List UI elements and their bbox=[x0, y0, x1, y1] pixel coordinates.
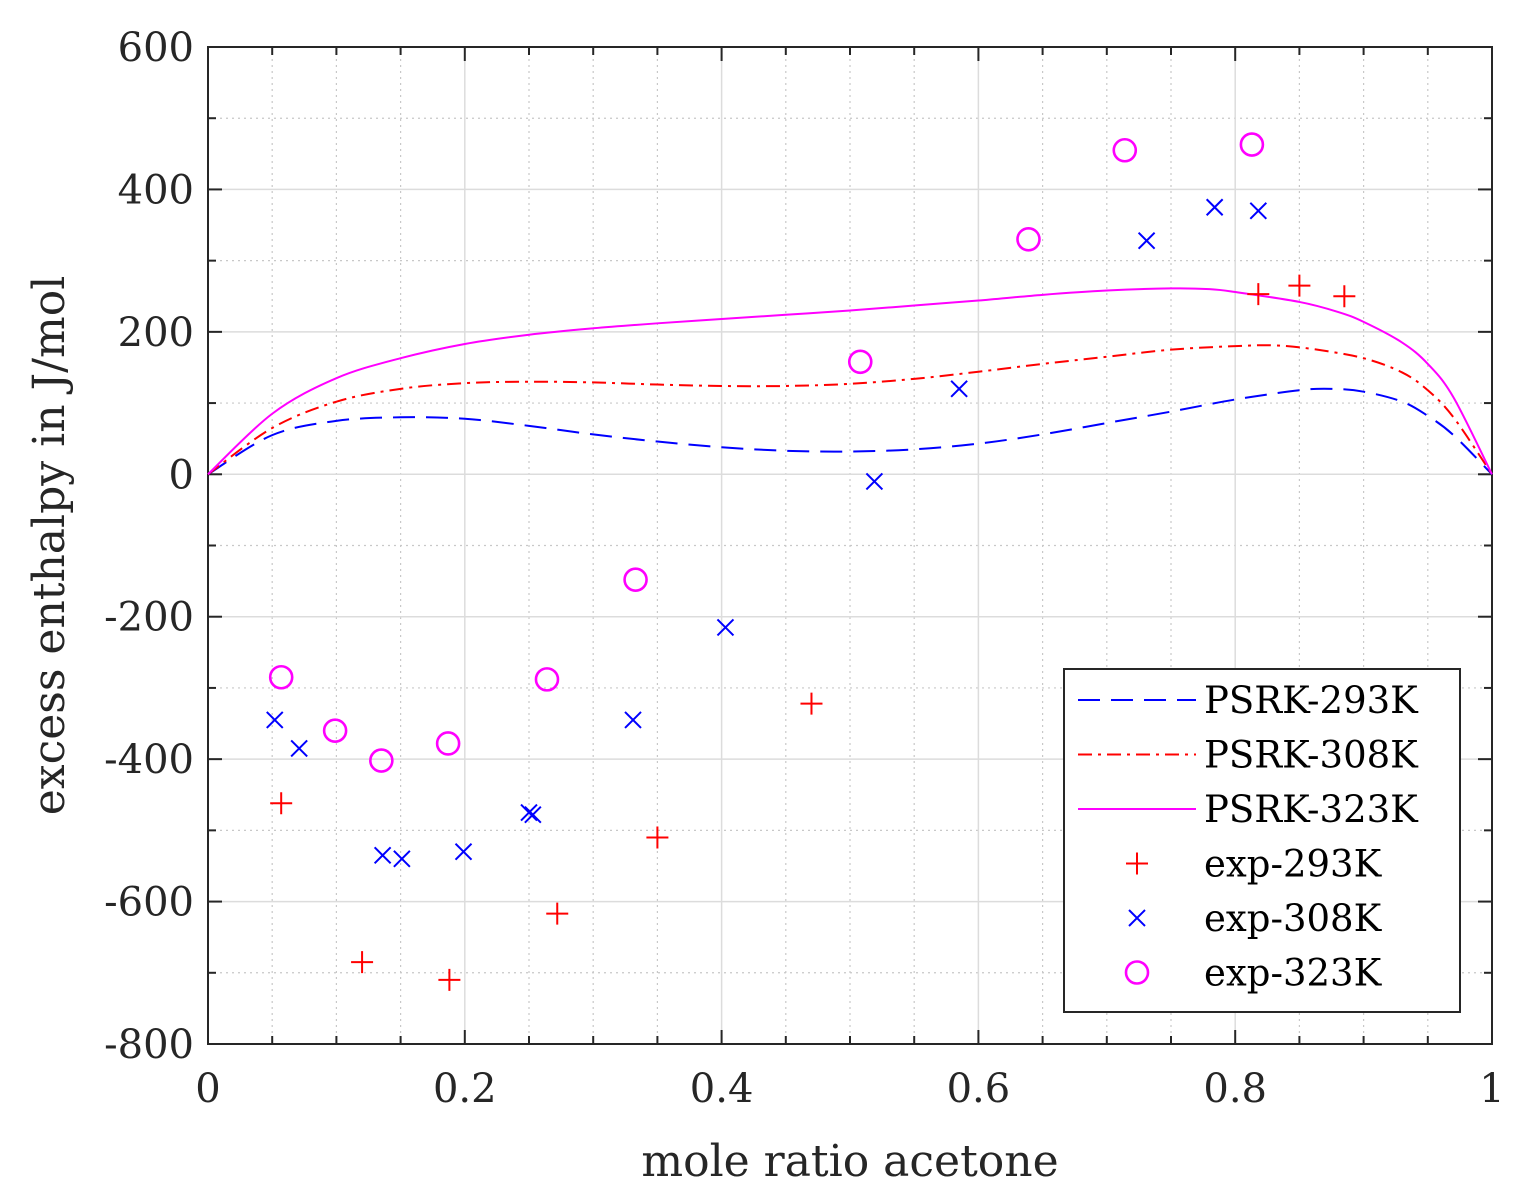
data-point-exp-293k bbox=[1288, 274, 1311, 297]
legend-box bbox=[1063, 668, 1461, 1013]
legend-swatch-exp-308k bbox=[1128, 909, 1146, 927]
data-point-exp-293k bbox=[438, 968, 461, 991]
axis-ticks bbox=[207, 46, 1493, 1045]
data-point-exp-293k bbox=[800, 692, 823, 715]
data-point-exp-308k bbox=[716, 618, 735, 637]
legend-label-psrk-293k: PSRK-293K bbox=[1204, 679, 1419, 722]
y-tick-labels: -800 -600 -400 -200 0 200 400 600 bbox=[104, 25, 194, 1068]
data-point-exp-293k bbox=[1247, 283, 1270, 306]
legend-label-psrk-308k: PSRK-308K bbox=[1204, 734, 1419, 777]
data-point-exp-293k bbox=[546, 902, 569, 925]
series-line-psrk-293k bbox=[207, 387, 1493, 476]
legend-label-exp-293k: exp-293K bbox=[1204, 843, 1383, 886]
data-point-exp-308k bbox=[520, 803, 538, 822]
y-tick-label: 0 bbox=[169, 452, 194, 498]
data-point-exp-308k bbox=[454, 843, 473, 861]
legend-label-exp-323k: exp-323K bbox=[1204, 952, 1383, 995]
series-line-psrk-308k bbox=[207, 344, 1493, 476]
data-point-exp-323k bbox=[1016, 226, 1041, 252]
data-point-exp-323k bbox=[534, 667, 560, 692]
y-tick-label: 400 bbox=[118, 167, 194, 213]
y-tick-label: -200 bbox=[104, 595, 194, 641]
x-tick-label: 0.8 bbox=[1203, 1066, 1267, 1112]
data-point-exp-308k bbox=[865, 472, 884, 491]
data-point-exp-308k bbox=[393, 850, 411, 868]
y-tick-label: 200 bbox=[118, 310, 194, 356]
minor-grid bbox=[208, 47, 1492, 1044]
y-tick-label: 600 bbox=[118, 25, 194, 71]
data-point-exp-308k bbox=[1205, 198, 1224, 216]
legend-label-exp-308k: exp-308K bbox=[1204, 897, 1383, 940]
x-tick-label: 0 bbox=[195, 1066, 220, 1112]
data-point-exp-323k bbox=[623, 567, 648, 592]
data-point-exp-308k bbox=[266, 711, 284, 729]
data-point-exp-308k bbox=[524, 805, 542, 824]
data-point-exp-293k bbox=[270, 792, 293, 815]
x-tick-label: 0.2 bbox=[433, 1066, 497, 1112]
x-tick-label: 0.6 bbox=[947, 1066, 1011, 1112]
legend-swatch-exp-323k bbox=[1124, 960, 1150, 985]
data-point-exp-293k bbox=[646, 826, 669, 849]
legend-label-psrk-323k: PSRK-323K bbox=[1204, 788, 1419, 831]
series-markers bbox=[266, 132, 1356, 991]
data-point-exp-308k bbox=[624, 711, 642, 729]
x-tick-label: 0.4 bbox=[690, 1066, 754, 1112]
y-tick-label: -400 bbox=[104, 737, 194, 783]
data-point-exp-323k bbox=[268, 664, 294, 690]
data-point-exp-323k bbox=[322, 718, 348, 743]
data-point-exp-323k bbox=[1239, 132, 1265, 157]
data-point-exp-308k bbox=[373, 846, 392, 864]
y-tick-label: -600 bbox=[104, 880, 194, 926]
data-point-exp-308k bbox=[290, 739, 308, 758]
x-tick-labels: 0 0.2 0.4 0.6 0.8 1 bbox=[195, 1066, 1504, 1112]
data-point-exp-323k bbox=[435, 731, 461, 756]
data-point-exp-293k bbox=[351, 951, 374, 974]
data-point-exp-323k bbox=[369, 748, 394, 773]
series-line-psrk-323k bbox=[207, 287, 1493, 476]
series-lines bbox=[207, 287, 1493, 476]
data-point-exp-323k bbox=[847, 349, 873, 375]
y-axis-label: excess enthalpy in J/mol bbox=[24, 276, 75, 816]
legend: PSRK-293K PSRK-308K PSRK-323K exp-293K exp-3… bbox=[1063, 668, 1461, 1013]
y-tick-label: -800 bbox=[104, 1022, 194, 1068]
legend-swatch-exp-293k bbox=[1126, 852, 1148, 875]
data-point-exp-293k bbox=[1333, 285, 1356, 308]
x-tick-label: 1 bbox=[1479, 1066, 1504, 1112]
data-point-exp-323k bbox=[1112, 137, 1138, 163]
data-point-exp-308k bbox=[1249, 202, 1268, 220]
data-point-exp-308k bbox=[1137, 231, 1156, 250]
x-axis-label: mole ratio acetone bbox=[641, 1136, 1058, 1187]
data-point-exp-308k bbox=[950, 380, 968, 398]
